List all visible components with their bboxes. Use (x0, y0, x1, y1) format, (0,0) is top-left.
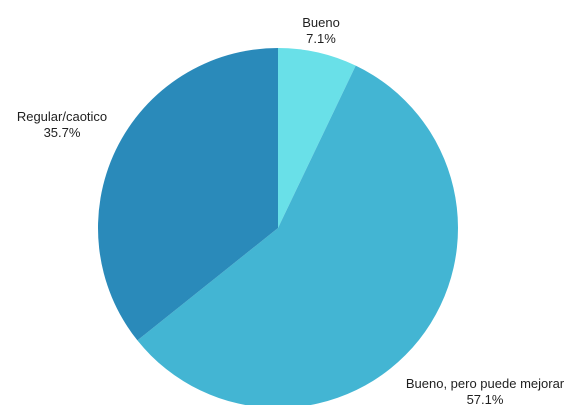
slice-value-label-1: 7.1% (306, 31, 336, 46)
slice-value-label-2: 57.1% (467, 392, 504, 405)
slice-label-1: Bueno (302, 15, 340, 30)
pie-slice-1 (278, 48, 356, 228)
slice-value-label-3: 35.7% (44, 125, 81, 140)
slice-label-2: Bueno, pero puede mejorar (406, 376, 565, 391)
pie-slice-2 (137, 65, 458, 408)
slice-label-3: Regular/caotico (17, 109, 107, 124)
pie-slice-3 (97, 48, 278, 341)
